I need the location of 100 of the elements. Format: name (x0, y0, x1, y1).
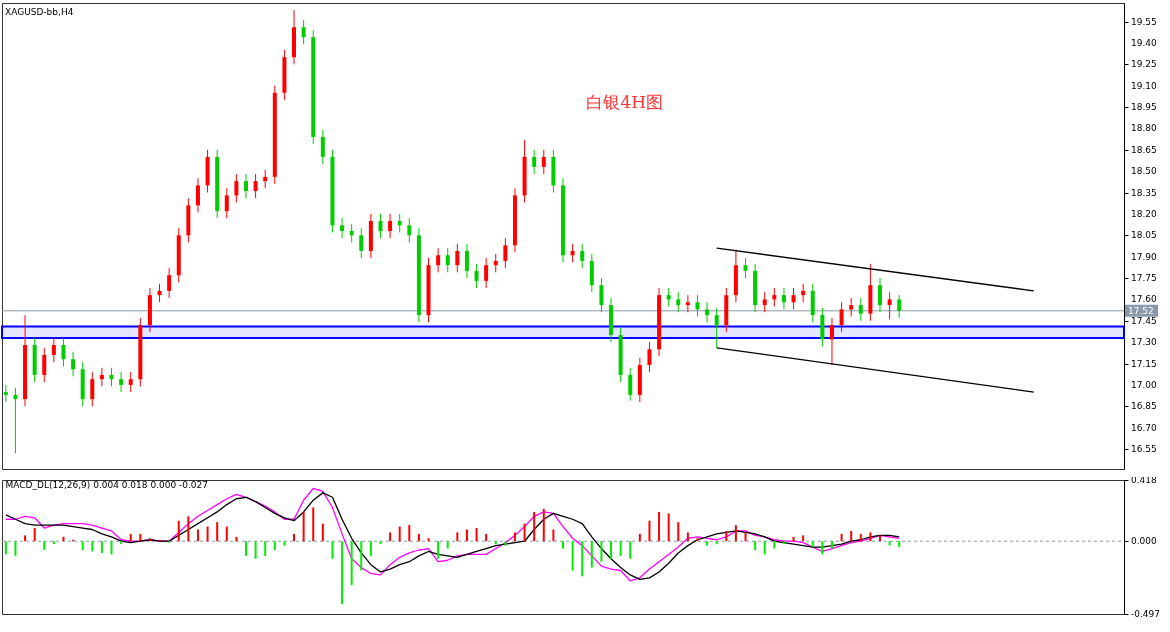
bar (379, 541, 382, 545)
bar (129, 533, 132, 542)
bar (360, 541, 363, 571)
candlestick (388, 213, 393, 239)
bar (264, 541, 267, 556)
candlestick (42, 347, 47, 383)
candlestick (493, 253, 498, 273)
bar (341, 541, 344, 605)
candlestick (224, 187, 229, 219)
bar (600, 541, 603, 562)
bar (283, 541, 286, 546)
bar (273, 541, 276, 550)
candlestick (801, 283, 806, 303)
bar (562, 541, 564, 549)
candlestick (676, 291, 681, 313)
candlestick (253, 173, 258, 199)
bar (523, 523, 526, 542)
y-tick-label: 17.30 (1131, 337, 1158, 348)
candlestick (897, 294, 902, 319)
y-tick-label: 18.95 (1131, 102, 1157, 113)
y-tick-label: 17.00 (1131, 379, 1158, 390)
bar (216, 522, 219, 542)
candlestick (436, 247, 441, 273)
bar (879, 535, 881, 542)
candlestick (407, 217, 412, 243)
bar (744, 532, 747, 542)
candlestick (714, 307, 719, 349)
bar (658, 511, 661, 542)
bar (148, 538, 151, 542)
y-tick-label: 18.65 (1131, 144, 1157, 155)
y-tick-label: 18.80 (1131, 123, 1158, 134)
y-tick-label: 18.50 (1131, 166, 1158, 177)
y-tick-label: 19.40 (1131, 37, 1158, 48)
ref-line-label: 17.52 (1128, 305, 1154, 316)
candlestick (90, 371, 95, 407)
y-tick-label: 17.60 (1131, 294, 1158, 305)
candlestick (839, 301, 844, 333)
candlestick (167, 267, 172, 299)
y-tick-label: 17.45 (1131, 315, 1157, 326)
bar (196, 529, 199, 542)
y-tick-label: 16.55 (1131, 444, 1157, 455)
bar (533, 511, 536, 542)
bar (139, 533, 142, 542)
bar (417, 533, 420, 542)
bar (811, 541, 814, 548)
bar (725, 530, 728, 542)
candlestick (71, 351, 76, 377)
candlestick (878, 277, 882, 313)
candlestick (541, 149, 546, 175)
bar (245, 541, 247, 556)
bar (821, 541, 824, 555)
y-tick-label: 19.25 (1131, 59, 1157, 70)
bar (225, 526, 228, 542)
bar (24, 535, 27, 542)
candlestick (849, 297, 854, 318)
candlestick (570, 243, 575, 263)
bar (437, 541, 440, 559)
bar (120, 541, 123, 545)
bar (456, 532, 459, 542)
bar (850, 530, 853, 542)
candlestick (695, 294, 700, 318)
candlestick (340, 217, 345, 239)
y-tick-label: 16.85 (1131, 401, 1157, 412)
bar (33, 528, 36, 542)
candlestick (359, 227, 364, 259)
candlestick (484, 257, 489, 289)
candlestick (887, 291, 892, 320)
chart-title: XAGUSD-bb,H4 (5, 7, 74, 17)
chart-title: MACD_DL(12,26,9) 0.004 0.018 0.000 -0.027 (5, 480, 209, 490)
y-tick-label: 16.70 (1131, 422, 1158, 433)
bar (398, 526, 401, 542)
candlestick (234, 173, 239, 204)
candlestick (705, 301, 710, 323)
bar (686, 532, 689, 542)
candlestick (195, 177, 200, 213)
candlestick (320, 129, 325, 165)
annotation: 白银4H图 (586, 92, 664, 112)
bar (638, 533, 641, 542)
candlestick (378, 213, 383, 239)
candlestick (666, 287, 671, 308)
bar (321, 523, 324, 542)
bar (446, 541, 449, 549)
bar (475, 528, 478, 542)
bar (581, 541, 584, 577)
bar (667, 513, 670, 542)
bar (43, 541, 46, 550)
bar (350, 541, 353, 586)
bar (494, 541, 497, 545)
bar (802, 535, 805, 542)
bar (677, 522, 680, 542)
candlestick (829, 317, 834, 366)
bar (4, 541, 7, 555)
candlestick (532, 149, 537, 175)
candlestick (349, 223, 354, 243)
candlestick (119, 371, 124, 393)
bar (610, 541, 613, 559)
bar (100, 541, 103, 553)
candlestick (445, 247, 450, 273)
candlestick (157, 283, 162, 303)
bar (513, 532, 516, 542)
